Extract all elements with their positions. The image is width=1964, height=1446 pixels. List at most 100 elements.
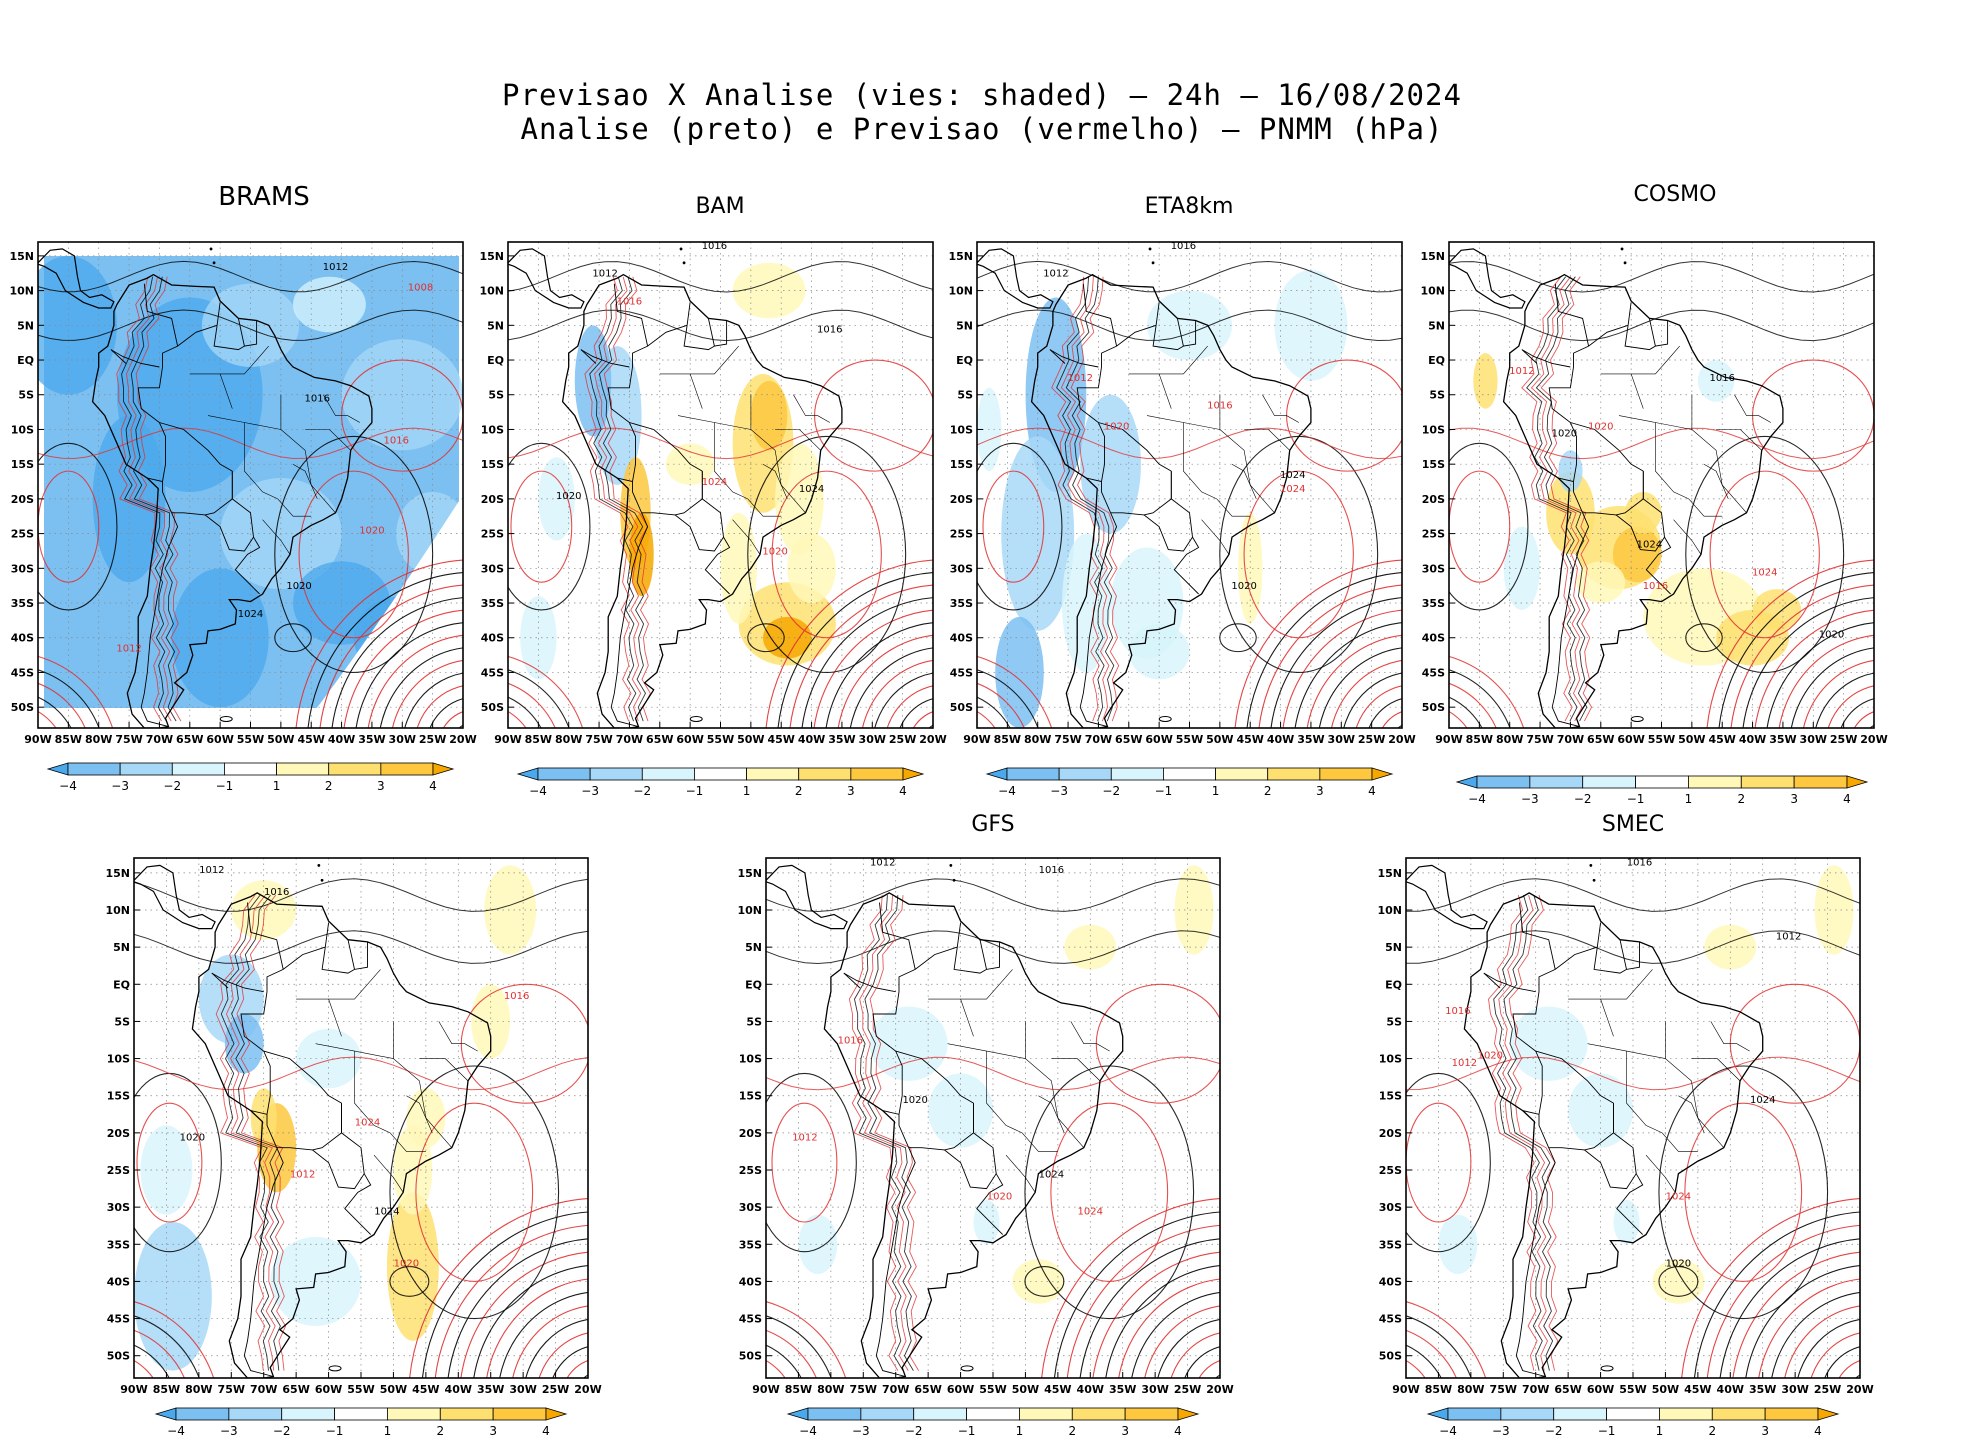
lon-tick-label: 90W [963, 733, 990, 746]
isobar-label: 1024 [1280, 484, 1305, 495]
lat-tick-label: 25S [739, 1164, 762, 1177]
lon-tick-label: 40W [445, 1383, 472, 1396]
lat-tick-label: 40S [1379, 1275, 1402, 1288]
isobar-label: 1012 [1043, 269, 1068, 280]
bias-patch [484, 865, 537, 955]
lat-tick-label: 10N [1377, 904, 1402, 917]
bias-patch [775, 443, 824, 555]
coastline [1502, 273, 1784, 728]
map-canvas: 1012 1016 1020 1024 1016 1020 1024 1012 15N 10N 5N… [737, 857, 1234, 1396]
isobar-label: 1012 [592, 269, 617, 280]
lat-tick-label: 10S [11, 423, 34, 436]
lon-tick-label: 85W [1425, 1383, 1452, 1396]
isobar-label: 1020 [1552, 428, 1577, 439]
lon-tick-label: 45W [767, 733, 794, 746]
lat-tick-label: 45S [481, 666, 504, 679]
colorbar-tick-label: −2 [1102, 784, 1120, 798]
lat-tick-label: 10S [107, 1053, 130, 1066]
lon-tick-label: 80W [555, 733, 582, 746]
lat-tick-label: 50S [1422, 701, 1445, 714]
lon-tick-label: 65W [282, 1383, 309, 1396]
map-panel: 1016 1012 1020 1024 1016 1020 1024 1012 15N 10N 5N… [1377, 857, 1874, 1396]
lat-tick-label: 45S [950, 666, 973, 679]
lat-tick-label: 25S [950, 528, 973, 541]
bias-patch [471, 984, 511, 1059]
map-panel: 1012 1016 1020 1024 1016 1020 1024 1012 15N 10N 5N… [737, 857, 1234, 1396]
lat-tick-label: EQ [1428, 354, 1445, 367]
panel-title: GFS [971, 812, 1015, 837]
lon-tick-label: 55W [1648, 733, 1675, 746]
lat-tick-label: 10N [948, 285, 973, 298]
lat-tick-label: 15S [950, 458, 973, 471]
lon-tick-label: 70W [146, 733, 173, 746]
lon-tick-label: 20W [449, 733, 476, 746]
isobar-label: 1016 [838, 1036, 863, 1047]
lat-tick-label: 20S [1422, 493, 1445, 506]
map-canvas: 1012 1008 1016 1020 1024 1016 1020 1012 15N 10N 5N… [9, 241, 477, 746]
lon-tick-label: 35W [828, 733, 855, 746]
lat-tick-label: 5N [956, 319, 973, 332]
lon-tick-label: 25W [419, 733, 446, 746]
isobar-label: 1012 [1452, 1058, 1477, 1069]
lat-tick-label: 5N [745, 941, 762, 954]
lat-tick-label: 15N [1377, 867, 1402, 880]
lat-tick-label: 20S [739, 1127, 762, 1140]
colorbar-tick-label: 4 [429, 779, 437, 793]
lon-tick-label: 50W [1012, 1383, 1039, 1396]
panel-title: SMEC [1601, 812, 1665, 837]
isobar-label: 1020 [1231, 581, 1256, 592]
colorbar-tick-label: −2 [633, 784, 651, 798]
lat-tick-label: EQ [1385, 978, 1402, 991]
colorbar-tick-label: −4 [59, 779, 77, 793]
map-canvas: 1016101210201024101610201024101215N10N5N… [1377, 857, 1874, 1396]
panel-title: ETA8km [1144, 194, 1234, 219]
lon-tick-label: 70W [1085, 733, 1112, 746]
isobar-label: 1024 [1637, 539, 1662, 550]
lon-tick-label: 45W [412, 1383, 439, 1396]
isobar-label: 1012 [1067, 373, 1092, 384]
lat-tick-label: 5N [1385, 941, 1402, 954]
lon-tick-label: 40W [798, 733, 825, 746]
colorbar-tick-label: −3 [111, 779, 129, 793]
colorbar-tick-label: −1 [686, 784, 704, 798]
lat-tick-label: 10S [739, 1053, 762, 1066]
lon-tick-label: 75W [1526, 733, 1553, 746]
isobar-label: 1016 [817, 324, 842, 335]
lon-tick-label: 40W [1267, 733, 1294, 746]
lon-tick-label: 90W [24, 733, 51, 746]
lat-tick-label: 10N [479, 285, 504, 298]
bias-patch [1473, 353, 1498, 409]
lon-tick-label: 25W [889, 733, 916, 746]
isobar-label: 1012 [290, 1169, 315, 1180]
lat-tick-label: 5S [488, 389, 504, 402]
figure-title-line2: Analise (preto) e Previsao (vermelho) – … [520, 112, 1444, 146]
isobar-label: 1016 [1207, 401, 1232, 412]
lat-tick-label: 40S [739, 1275, 762, 1288]
colorbar-tick-label: 1 [273, 779, 281, 793]
colorbar-tick-label: −3 [852, 1424, 870, 1438]
lat-tick-label: 10S [1422, 423, 1445, 436]
lat-tick-label: 25S [11, 528, 34, 541]
lat-tick-label: 45S [1379, 1313, 1402, 1326]
isobar-label: 1012 [323, 262, 348, 273]
lat-tick-label: 40S [481, 632, 504, 645]
lon-tick-label: 90W [120, 1383, 147, 1396]
lon-tick-label: 55W [1619, 1383, 1646, 1396]
lat-tick-label: 30S [11, 562, 34, 575]
lat-tick-label: 35S [739, 1238, 762, 1251]
lat-tick-label: EQ [487, 354, 504, 367]
colorbar-tick-label: 1 [1212, 784, 1220, 798]
colorbar: −4 −3 −2 −1 1 2 3 4 [46, 762, 455, 801]
lon-tick-label: 75W [218, 1383, 245, 1396]
colorbar-tick-label: 2 [1708, 1424, 1716, 1438]
colorbar-tick-label: 3 [1316, 784, 1324, 798]
lon-tick-label: 55W [347, 1383, 374, 1396]
isobar-label: 1024 [1666, 1192, 1691, 1203]
lat-tick-label: 45S [1422, 666, 1445, 679]
bias-patch [574, 325, 612, 437]
bias-patch [973, 1199, 1000, 1245]
bias-patch [296, 1028, 361, 1089]
lon-tick-label: 60W [676, 733, 703, 746]
colorbar-tick-label: 4 [1843, 792, 1851, 806]
lat-tick-label: 5N [1428, 319, 1445, 332]
